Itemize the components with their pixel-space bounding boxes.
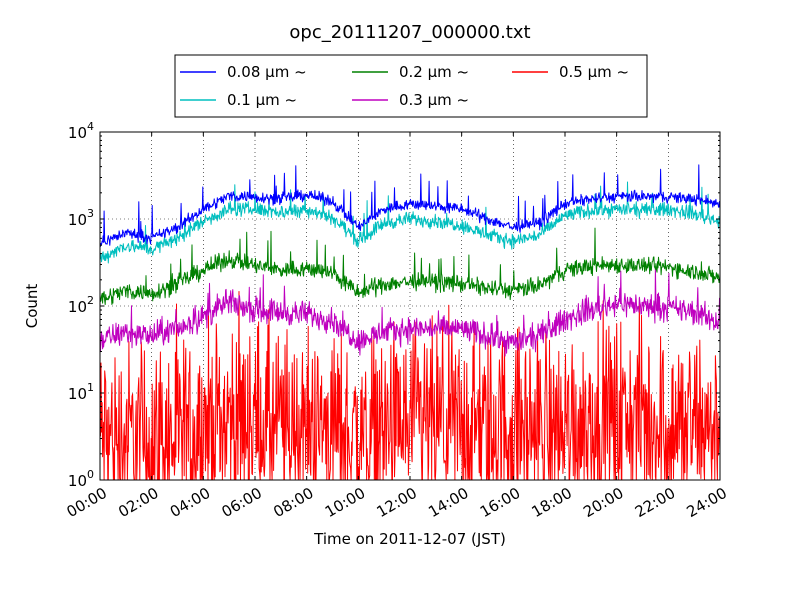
legend-entries: 0.08 μm ~ 0.1 μm ~ 0.2 μm ~ 0.3 μm ~ 0.5 μm … [180, 63, 629, 109]
legend-label: 0.5 μm ~ [559, 63, 629, 81]
x-tick-label: 04:00 [167, 484, 213, 521]
x-tick-label: 10:00 [322, 484, 368, 521]
series-line [99, 164, 721, 247]
y-tick-label: 104 [68, 120, 94, 142]
legend-label: 0.3 μm ~ [399, 91, 469, 109]
y-tick-label: 100 [68, 468, 94, 490]
y-tick-label: 102 [68, 294, 94, 316]
y-axis-label: Count [23, 284, 41, 329]
legend-label: 0.1 μm ~ [227, 91, 297, 109]
x-tick-label: 02:00 [115, 484, 161, 521]
series-line [99, 181, 721, 264]
legend-box [174, 54, 648, 118]
grid [100, 132, 720, 480]
x-tick-label: 06:00 [219, 484, 265, 521]
y-tick-labels: 100 101 102 103 104 [68, 120, 94, 490]
x-tick-label: 08:00 [270, 484, 316, 521]
series-layer [99, 164, 721, 481]
x-tick-label: 12:00 [374, 484, 420, 521]
series-line [99, 291, 721, 481]
x-tick-label: 14:00 [425, 484, 471, 521]
series-line [99, 227, 721, 305]
legend: 0.08 μm ~ 0.1 μm ~ 0.2 μm ~ 0.3 μm ~ 0.5 μm … [174, 54, 648, 118]
legend-label: 0.08 μm ~ [227, 63, 307, 81]
chart-title: opc_20111207_000000.txt [289, 22, 530, 43]
ticks [99, 131, 721, 481]
x-tick-label: 16:00 [477, 484, 523, 521]
legend-label: 0.2 μm ~ [399, 63, 469, 81]
series-line [99, 266, 721, 357]
x-tick-label: 20:00 [580, 484, 626, 521]
y-tick-label: 101 [68, 381, 94, 403]
x-tick-label: 22:00 [632, 484, 678, 521]
x-axis-label: Time on 2011-12-07 (JST) [313, 530, 506, 548]
x-tick-label: 18:00 [529, 484, 575, 521]
y-tick-label: 103 [68, 207, 94, 229]
x-tick-label: 24:00 [684, 484, 730, 521]
x-tick-labels: 00:00 02:00 04:00 06:00 08:00 10:00 12:00 14:00… [64, 484, 730, 521]
